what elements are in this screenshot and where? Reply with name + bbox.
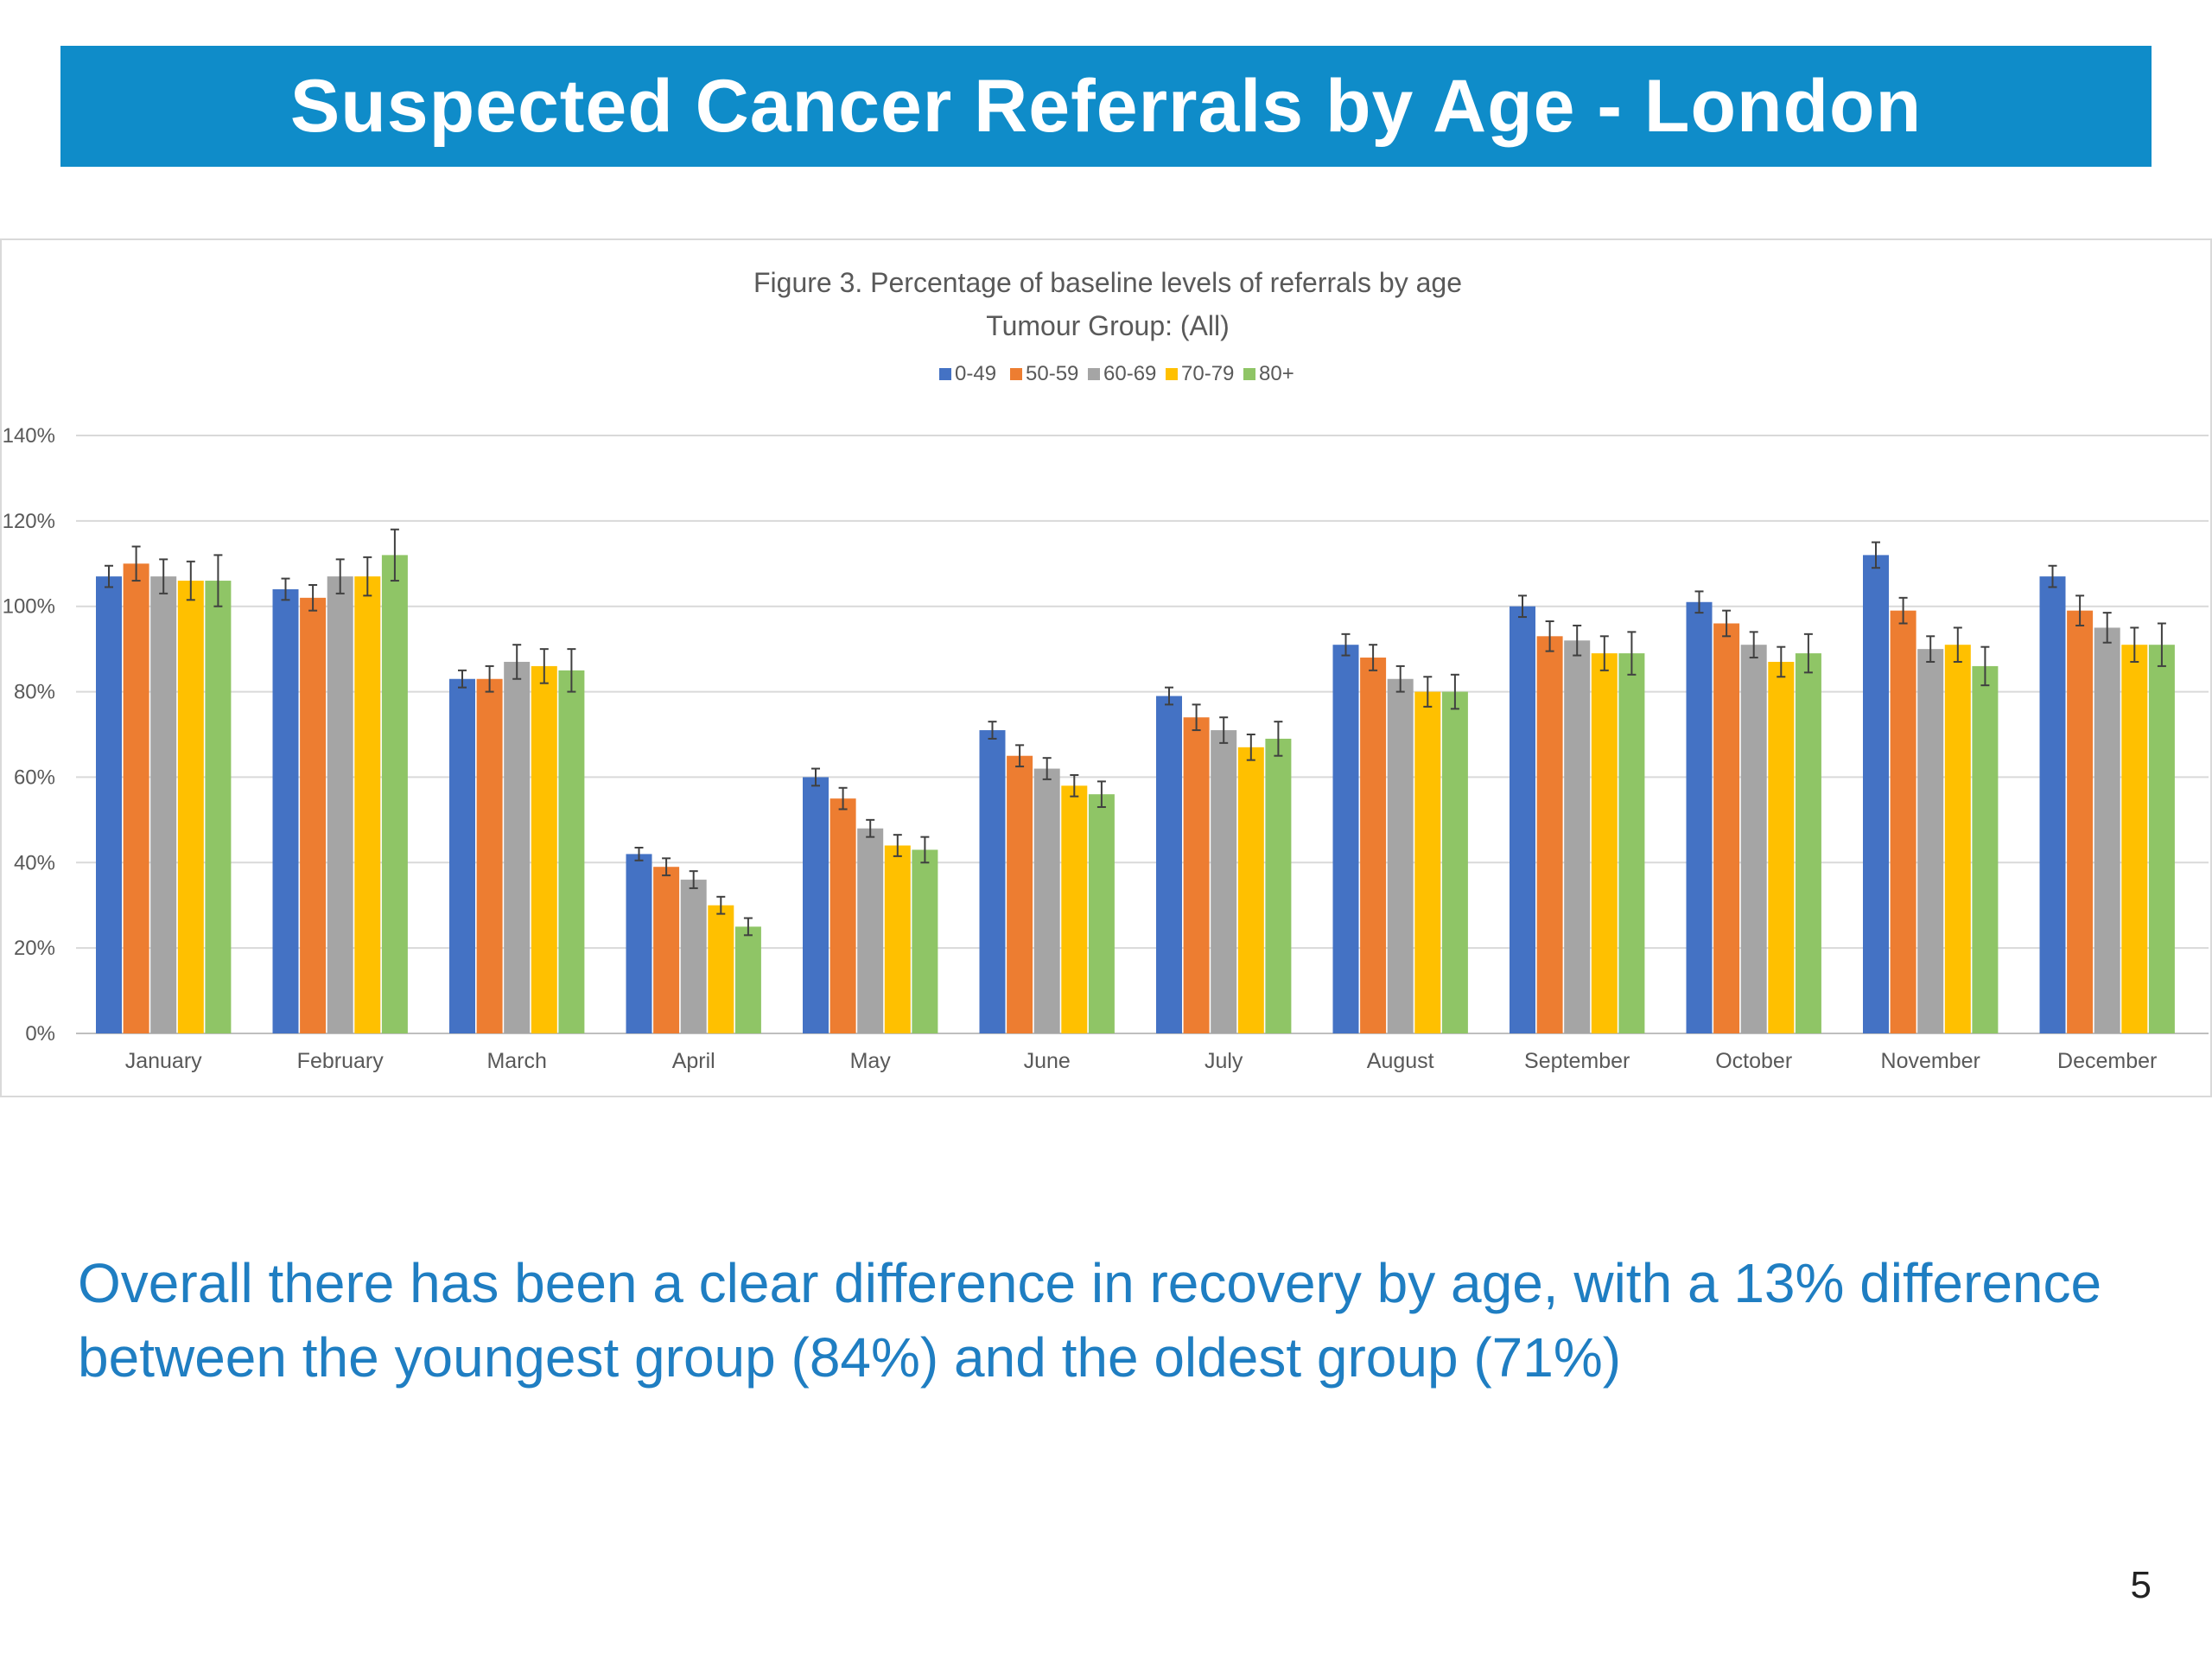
legend-label-0-49: 0-49 (955, 362, 996, 385)
bar-November-60-69 (1917, 649, 1944, 1033)
bar-October-70-79 (1768, 661, 1795, 1033)
bar-December-50-59 (2067, 610, 2094, 1033)
bar-May-0-49 (803, 777, 829, 1033)
bar-April-80+ (734, 926, 761, 1033)
chart-subtitle: Tumour Group: (All) (986, 310, 1230, 341)
bar-August-60-69 (1387, 678, 1414, 1033)
bar-June-50-59 (1007, 755, 1033, 1033)
bar-August-0-49 (1332, 645, 1359, 1033)
bar-February-70-79 (354, 576, 381, 1033)
bar-April-0-49 (626, 854, 652, 1033)
x-tick-July: July (1205, 1049, 1243, 1073)
x-tick-August: August (1367, 1049, 1434, 1073)
bar-November-0-49 (1863, 555, 1889, 1033)
bar-March-70-79 (531, 665, 557, 1033)
bar-May-50-59 (830, 798, 856, 1033)
bar-April-60-69 (680, 880, 707, 1033)
x-tick-March: March (486, 1049, 546, 1073)
bar-March-60-69 (504, 661, 531, 1033)
bar-December-80+ (2148, 645, 2175, 1033)
legend-swatch-60-69 (1088, 368, 1100, 380)
bar-January-0-49 (96, 576, 122, 1033)
bar-January-60-69 (150, 576, 177, 1033)
y-tick-140: 140% (3, 424, 55, 448)
bar-March-0-49 (449, 678, 475, 1033)
bar-December-0-49 (2039, 576, 2066, 1033)
x-tick-May: May (850, 1049, 892, 1073)
legend-swatch-80+ (1243, 368, 1255, 380)
y-tick-80: 80% (14, 681, 55, 704)
bar-October-60-69 (1740, 645, 1767, 1033)
bar-November-50-59 (1890, 610, 1916, 1033)
bar-June-80+ (1088, 794, 1115, 1033)
bar-June-0-49 (979, 730, 1006, 1033)
bar-February-80+ (381, 555, 408, 1033)
bar-January-70-79 (177, 581, 204, 1033)
bar-September-60-69 (1564, 640, 1591, 1033)
bar-April-50-59 (653, 867, 680, 1033)
chart-frame: Figure 3. Percentage of baseline levels … (0, 238, 2212, 1097)
bar-November-70-79 (1944, 645, 1971, 1033)
bar-September-0-49 (1510, 606, 1535, 1033)
title-banner: Suspected Cancer Referrals by Age - Lond… (60, 46, 2152, 167)
bar-December-60-69 (2094, 627, 2120, 1033)
bar-October-0-49 (1686, 601, 1713, 1033)
bar-July-70-79 (1237, 747, 1264, 1033)
legend-swatch-70-79 (1166, 368, 1178, 380)
bar-September-80+ (1618, 653, 1645, 1033)
y-tick-0: 0% (25, 1022, 55, 1046)
bar-chart: Figure 3. Percentage of baseline levels … (3, 267, 2209, 1073)
slide-title: Suspected Cancer Referrals by Age - Lond… (289, 64, 1923, 148)
legend-label-80+: 80+ (1259, 362, 1294, 385)
bar-July-60-69 (1211, 730, 1237, 1033)
bar-February-0-49 (272, 588, 299, 1033)
bar-November-80+ (1972, 665, 1999, 1033)
y-tick-20: 20% (14, 937, 55, 960)
x-tick-November: November (1881, 1049, 1980, 1073)
bar-August-50-59 (1360, 658, 1387, 1033)
bar-December-70-79 (2121, 645, 2148, 1033)
bar-July-0-49 (1156, 696, 1182, 1033)
y-tick-60: 60% (14, 766, 55, 789)
legend-label-70-79: 70-79 (1181, 362, 1234, 385)
x-tick-June: June (1024, 1049, 1071, 1073)
bar-August-80+ (1441, 691, 1468, 1033)
y-tick-120: 120% (3, 510, 55, 533)
y-tick-40: 40% (14, 851, 55, 874)
x-tick-October: October (1715, 1049, 1792, 1073)
legend-label-60-69: 60-69 (1103, 362, 1156, 385)
bar-February-50-59 (300, 597, 327, 1033)
bar-January-80+ (205, 581, 232, 1033)
bar-June-60-69 (1033, 768, 1060, 1033)
bar-March-50-59 (476, 678, 503, 1033)
bar-March-80+ (558, 670, 585, 1033)
bar-February-60-69 (327, 576, 353, 1033)
legend-label-50-59: 50-59 (1026, 362, 1078, 385)
y-tick-100: 100% (3, 595, 55, 619)
bar-May-70-79 (884, 845, 911, 1033)
bar-September-50-59 (1536, 636, 1563, 1033)
summary-text: Overall there has been a clear differenc… (78, 1252, 2102, 1389)
bar-October-80+ (1795, 653, 1821, 1033)
bar-July-50-59 (1183, 717, 1210, 1033)
bar-October-50-59 (1713, 623, 1740, 1033)
legend-swatch-50-59 (1010, 368, 1022, 380)
x-tick-December: December (2057, 1049, 2157, 1073)
x-tick-January: January (125, 1049, 202, 1073)
bar-April-70-79 (708, 905, 734, 1033)
bar-September-70-79 (1591, 653, 1618, 1033)
bar-May-60-69 (857, 828, 884, 1033)
bar-July-80+ (1265, 738, 1292, 1033)
bar-January-50-59 (123, 563, 149, 1033)
bar-August-70-79 (1414, 691, 1441, 1033)
legend-swatch-0-49 (939, 368, 951, 380)
page-number: 5 (2130, 1564, 2152, 1606)
bar-May-80+ (912, 849, 938, 1033)
x-tick-September: September (1524, 1049, 1630, 1073)
chart-title: Figure 3. Percentage of baseline levels … (753, 267, 1462, 298)
x-tick-February: February (297, 1049, 385, 1073)
bar-June-70-79 (1061, 785, 1088, 1033)
x-tick-April: April (672, 1049, 715, 1073)
